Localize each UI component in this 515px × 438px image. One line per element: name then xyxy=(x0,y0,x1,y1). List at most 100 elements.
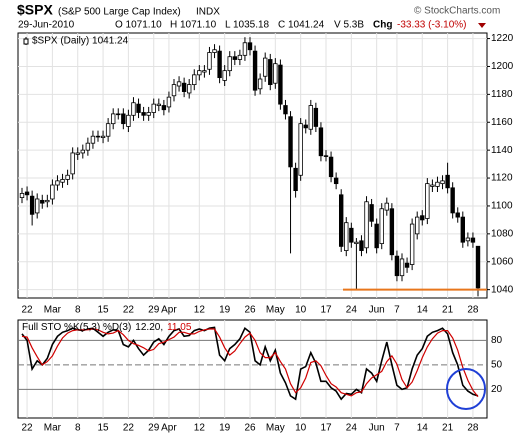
x-tick-label: May xyxy=(266,423,285,434)
candle-body xyxy=(394,255,400,277)
close-info: C 1041.24 xyxy=(278,20,325,31)
legend-icon-body xyxy=(23,38,29,45)
x-tick-label: Mar xyxy=(44,305,62,316)
x-tick-label: Apr xyxy=(161,423,177,434)
candle-body xyxy=(344,222,349,251)
symbol: $SPX xyxy=(17,2,53,18)
highlight-circle xyxy=(446,368,486,410)
exchange: INDX xyxy=(196,7,220,18)
low-info: L 1035.18 xyxy=(225,20,270,31)
candle-body xyxy=(455,212,460,218)
candle-body xyxy=(252,50,258,91)
x-tick-label: 14 xyxy=(417,305,429,316)
candle-body xyxy=(293,167,298,192)
candle-body xyxy=(19,192,25,198)
open-info: O 1071.10 xyxy=(115,20,162,31)
x-tick-label: 19 xyxy=(219,305,231,316)
x-tick-label: 28 xyxy=(467,423,479,434)
candle-body xyxy=(399,258,405,277)
candle-body xyxy=(308,105,313,130)
x-tick-label: May xyxy=(266,305,285,316)
candle-body xyxy=(95,135,101,138)
candle-body xyxy=(60,179,65,183)
candle-body xyxy=(29,195,35,215)
change-label: Chg xyxy=(373,20,392,31)
candle-body xyxy=(470,237,476,243)
x-tick-label: 12 xyxy=(194,305,206,316)
candle-body xyxy=(298,123,303,176)
candle-body xyxy=(45,199,50,203)
x-tick-label: 24 xyxy=(346,305,358,316)
candle-body xyxy=(268,59,273,86)
candle-body xyxy=(186,84,192,94)
candle-body xyxy=(328,156,334,178)
y-tick-label: 1080 xyxy=(491,228,514,239)
candle-body xyxy=(232,56,237,60)
x-tick-label: 8 xyxy=(75,423,81,434)
candle-body xyxy=(146,112,151,116)
candle-body xyxy=(207,52,212,70)
candle-body xyxy=(257,78,263,90)
candle-body xyxy=(237,54,243,60)
candle-body xyxy=(364,201,369,249)
candle-body xyxy=(313,107,319,127)
y-tick-label: 20 xyxy=(491,384,503,395)
x-tick-label: 10 xyxy=(295,423,307,434)
candle-body xyxy=(75,152,80,155)
candle-body xyxy=(465,237,471,242)
legend-entry: 12.20, xyxy=(135,322,163,333)
x-tick-label: 17 xyxy=(320,305,332,316)
candle-body xyxy=(384,202,389,211)
y-tick-label: 1040 xyxy=(491,284,514,295)
candle-body xyxy=(166,96,172,108)
candle-body xyxy=(338,194,344,247)
candle-body xyxy=(126,114,131,127)
price-panel xyxy=(17,32,488,299)
candle-body xyxy=(349,227,354,243)
down-arrow xyxy=(478,23,486,28)
index-name: (S&P 500 Large Cap Index) xyxy=(58,7,181,18)
y-tick-label: 1220 xyxy=(491,33,514,44)
x-tick-label: 29 xyxy=(148,305,160,316)
candle-body xyxy=(359,240,364,251)
candle-body xyxy=(181,82,187,92)
candle-body xyxy=(333,177,339,185)
y-tick-label: 1140 xyxy=(491,145,513,156)
y-tick-label: 1180 xyxy=(491,89,513,100)
x-tick-label: 22 xyxy=(22,305,34,316)
x-tick-label: 26 xyxy=(244,423,256,434)
candle-body xyxy=(50,184,55,200)
x-tick-label: Mar xyxy=(44,423,62,434)
candle-body xyxy=(35,198,40,214)
y-tick-label: 1120 xyxy=(491,173,513,184)
candle-body xyxy=(171,84,177,97)
high-info: H 1071.10 xyxy=(170,20,217,31)
candle-body xyxy=(430,184,435,187)
candle-body xyxy=(273,63,278,84)
candle-body xyxy=(440,180,445,185)
y-tick-label: 1200 xyxy=(491,61,514,72)
x-tick-label: 29 xyxy=(148,423,160,434)
candle-body xyxy=(242,42,248,56)
candle-body xyxy=(288,116,293,168)
candle-body xyxy=(475,245,481,289)
candle-body xyxy=(323,155,329,157)
candle-body xyxy=(176,81,182,87)
x-tick-label: 19 xyxy=(219,423,231,434)
y-tick-label: 1160 xyxy=(491,117,513,128)
candle-body xyxy=(409,223,415,265)
candle-body xyxy=(116,113,121,116)
candle-body xyxy=(217,50,222,79)
candle-body xyxy=(141,112,146,116)
volume-info: V 5.3B xyxy=(334,20,364,31)
candle-body xyxy=(90,135,96,144)
candle-body xyxy=(369,204,374,222)
x-tick-label: 17 xyxy=(320,423,332,434)
x-tick-label: Apr xyxy=(161,305,177,316)
candle-body xyxy=(192,74,197,86)
x-tick-label: 7 xyxy=(394,305,400,316)
candle-body xyxy=(80,149,85,154)
y-tick-label: 80 xyxy=(491,335,503,346)
candle-body xyxy=(212,49,217,53)
x-tick-label: 8 xyxy=(75,305,81,316)
